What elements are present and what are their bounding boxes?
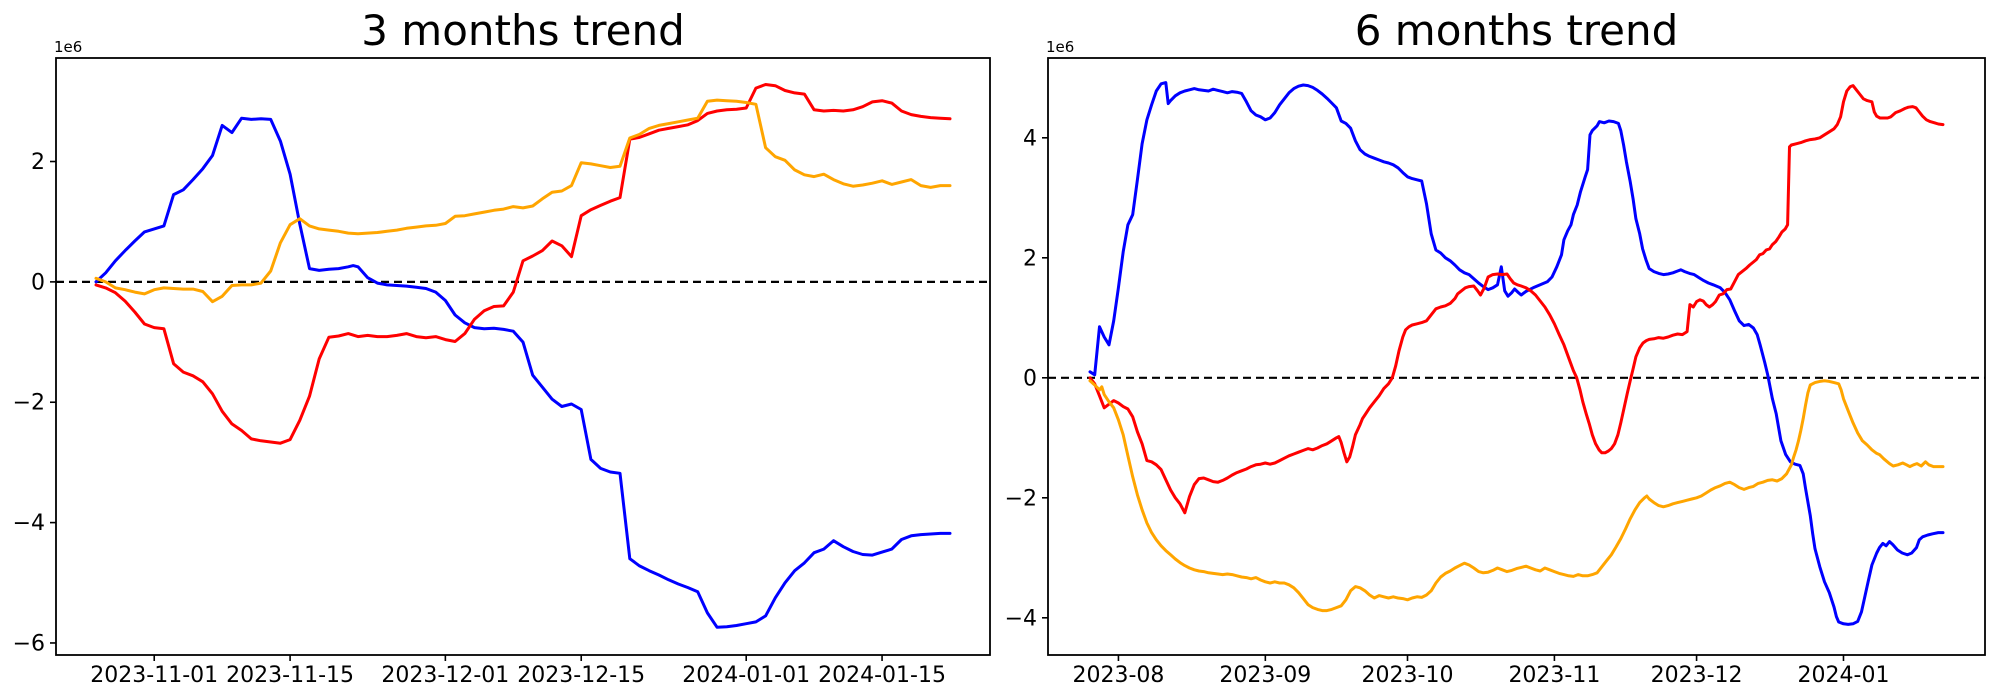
x-tick-label: 2023-10	[1362, 663, 1454, 688]
x-tick-label: 2023-11	[1508, 663, 1600, 688]
y-axis-offset-label: 1e6	[1046, 38, 1075, 56]
y-tick-label: 0	[31, 270, 45, 295]
y-tick-label: 4	[1023, 126, 1037, 151]
series-red-line	[94, 83, 952, 445]
x-tick-label: 2024-01-01	[682, 663, 810, 688]
chart-3-months-trend: 3 months trend 1e6 2023-11-01 2023-11-15 2…	[13, 6, 991, 688]
y-tick-label: −4	[13, 511, 45, 536]
series-blue-line	[94, 116, 952, 629]
y-tick-label: 2	[31, 150, 45, 175]
chart-title-3-months: 3 months trend	[361, 6, 685, 55]
series-orange-line	[1088, 379, 1945, 613]
x-tick-label: 2023-12	[1651, 663, 1743, 688]
y-tick-label: −4	[1005, 606, 1037, 631]
x-tick-label: 2023-11-15	[226, 663, 354, 688]
x-tick-label: 2023-09	[1219, 663, 1311, 688]
y-tick-label: −6	[13, 631, 45, 656]
x-tick-label: 2023-11-01	[90, 663, 218, 688]
y-tick-label: −2	[13, 391, 45, 416]
x-tick-label: 2024-01	[1798, 663, 1890, 688]
chart-title-6-months: 6 months trend	[1354, 6, 1679, 55]
x-tick-label: 2023-12-01	[381, 663, 509, 688]
series-blue-line	[1088, 81, 1945, 626]
y-tick-label: 2	[1023, 246, 1037, 271]
y-tick-label: −2	[1005, 486, 1037, 511]
plot-border	[55, 57, 991, 656]
y-tick-label: 0	[1023, 366, 1037, 391]
plot-border	[1047, 57, 1986, 656]
y-axis-offset-label: 1e6	[54, 38, 83, 56]
x-tick-label: 2023-12-15	[517, 663, 645, 688]
series-red-line	[1088, 84, 1945, 515]
x-tick-label: 2024-01-15	[818, 663, 946, 688]
x-tick-label: 2023-08	[1072, 663, 1164, 688]
series-orange-line	[94, 98, 952, 304]
chart-6-months-trend: 6 months trend 1e6 2023-08 2023-09 2023-10…	[1000, 0, 2000, 700]
